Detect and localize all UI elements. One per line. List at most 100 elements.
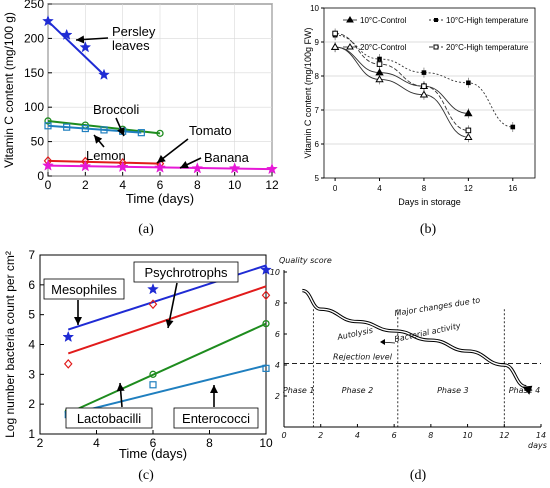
data-point-1 — [421, 70, 427, 75]
data-point-4 — [266, 162, 278, 175]
series-line-0 — [335, 46, 469, 114]
y-tick-label: 50 — [31, 135, 45, 149]
phase-label-1: Phase 2 — [342, 386, 374, 395]
annotation-arrowhead — [380, 339, 385, 345]
label-broccoli: Broccoli — [93, 102, 139, 117]
legend-marker-3 — [433, 44, 439, 50]
x-tick-label: 8 — [206, 436, 213, 450]
arrow-tomato-head — [157, 154, 166, 163]
legend-label-2: 20°C-Control — [360, 43, 407, 52]
data-point-2 — [63, 123, 71, 131]
arrow-lemon-head — [94, 135, 103, 144]
x-tick-label: 4 — [93, 436, 100, 450]
x-axis-label: Time (days) — [119, 446, 187, 461]
data-point-0 — [60, 28, 73, 40]
x-tick-label: 4 — [377, 184, 382, 193]
data-point-2 — [81, 124, 89, 133]
y-tick-label: 6 — [315, 140, 320, 149]
data-point-4 — [79, 160, 92, 172]
x-tick-label: 4 — [119, 178, 126, 192]
y-tick-label: 7 — [315, 106, 320, 115]
phase-label-2: Phase 3 — [437, 386, 469, 395]
legend-marker-0 — [346, 16, 354, 23]
phase-label-0: Phase 1 — [283, 386, 315, 395]
y-axis-label: Vitamin C content (mg/100 g) — [2, 12, 16, 168]
arrow-broccoli-head — [117, 127, 125, 136]
legend-label-1: 10°C-High temperature — [446, 16, 529, 25]
x-tick-label: 8 — [422, 184, 427, 193]
data-point-2 — [100, 126, 108, 134]
y-tick-label: 100 — [24, 100, 44, 114]
label-psychrotrophs: Psychrotrophs — [144, 265, 228, 280]
x-axis-label: Days in storage — [398, 197, 461, 207]
series-line-3 — [335, 33, 469, 131]
x-tick-label: 2 — [82, 178, 89, 192]
x-tick-label: 14 — [536, 431, 546, 440]
x-tick-label: 12 — [499, 431, 509, 440]
x-tick-label: 4 — [355, 431, 360, 440]
data-point-0 — [79, 41, 92, 53]
rejection-label: Rejection level — [333, 352, 393, 361]
arrow-psychrotrophs-head — [165, 319, 174, 328]
data-point-0 — [464, 109, 473, 117]
y-tick-label: 4 — [275, 361, 280, 370]
legend-label-3: 20°C-High temperature — [446, 43, 529, 52]
arrow-mesophiles-head — [74, 317, 82, 325]
x-tick-label: 0 — [45, 178, 52, 192]
x-tick-label: 16 — [508, 184, 517, 193]
x-tick-label: 10 — [462, 431, 472, 440]
y-tick-label: 150 — [24, 66, 44, 80]
x-tick-label: 8 — [428, 431, 433, 440]
data-point-1 — [156, 129, 164, 137]
panel-b: 5 6 7 8 9 10 0 4 8 12 16 10°C-Control 10°C-High temp… — [303, 4, 536, 237]
label-persley-2: leaves — [112, 38, 150, 53]
data-point-2 — [137, 129, 145, 137]
y-axis-label: Vitamin C content (mg/100g FW) — [303, 28, 313, 159]
label-enterococci: Enterococci — [182, 411, 250, 426]
fit-line-3 — [47, 159, 161, 165]
y-tick-label: 0 — [37, 169, 44, 183]
data-point-3 — [376, 61, 383, 67]
y-tick-label: 10 — [270, 268, 280, 277]
y-tick-label: 5 — [315, 174, 320, 183]
data-point-3 — [465, 127, 472, 134]
data-point-4 — [116, 160, 129, 173]
quality-curve-inner — [302, 289, 527, 388]
data-point-2 — [419, 90, 429, 98]
data-point-4 — [191, 162, 204, 174]
x-tick-label: 0 — [333, 184, 338, 193]
label-persley-1: Persley — [112, 24, 156, 39]
phase-label-3: Phase 4 — [509, 386, 541, 395]
data-point-4 — [154, 161, 166, 173]
y-tick-label: 7 — [28, 248, 35, 262]
data-point-3 — [332, 30, 338, 37]
data-point-3 — [149, 381, 157, 389]
fit-line-2 — [67, 322, 267, 415]
data-point-1 — [377, 56, 382, 62]
legend-label-0: 10°C-Control — [360, 16, 407, 25]
data-point-1 — [261, 290, 271, 301]
y-tick-label: 5 — [28, 308, 35, 322]
x-tick-label: 6 — [150, 436, 157, 450]
y-tick-label: 2 — [275, 392, 280, 401]
label-psychrotrophs-box — [133, 261, 239, 283]
data-point-2 — [149, 370, 157, 378]
data-point-4 — [228, 162, 241, 174]
data-point-1 — [44, 117, 52, 125]
arrow-banana-head — [180, 160, 189, 169]
data-point-2 — [44, 122, 52, 130]
y-tick-label: 9 — [315, 38, 320, 47]
x-tick-label: 10 — [228, 178, 242, 192]
plot-area — [323, 7, 536, 179]
x-tick-label: 2 — [37, 436, 44, 450]
label-mesophiles: Mesophiles — [51, 282, 117, 297]
x-tick-label: 10 — [259, 436, 273, 450]
arrow-enterococci-head — [210, 385, 218, 393]
data-point-1 — [466, 80, 471, 86]
x-tick-label: 12 — [265, 178, 279, 192]
data-point-0 — [98, 68, 110, 80]
y-tick-label: 4 — [28, 338, 35, 352]
